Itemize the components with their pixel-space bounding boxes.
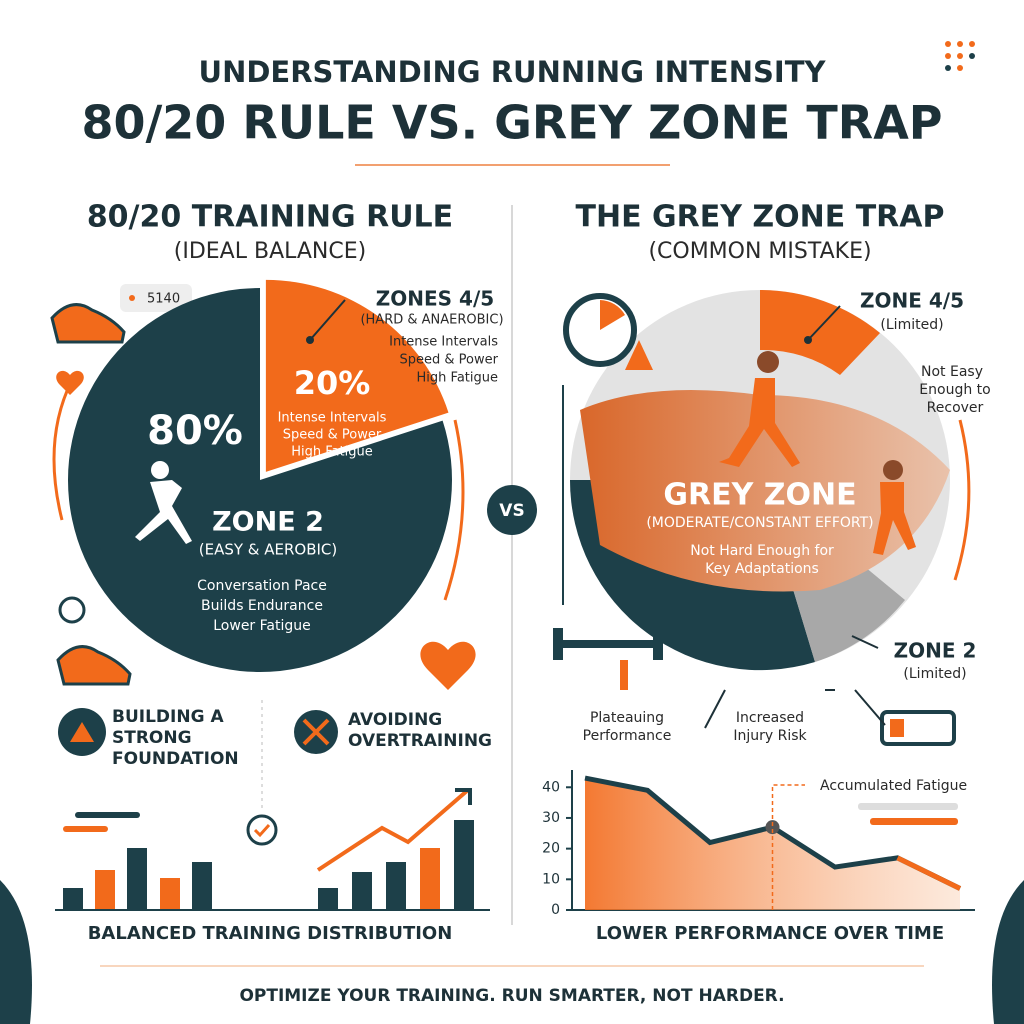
hard-note: High Fatigue <box>417 371 498 386</box>
y-tick-label: 10 <box>542 871 560 887</box>
runner-icon <box>135 461 192 544</box>
leader-line <box>807 305 841 341</box>
effect-text: Injury Risk <box>733 728 807 744</box>
vs-text: VS <box>499 501 524 521</box>
battery-level <box>890 719 904 737</box>
battery-icon <box>880 710 956 746</box>
left-subtitle: (IDEAL BALANCE) <box>174 239 366 264</box>
grey-note: Key Adaptations <box>705 561 819 577</box>
arrow-decoration <box>953 419 971 581</box>
y-tick-label: 30 <box>542 810 560 826</box>
line-chart: 0 10 20 30 40 Accumulated Fatigue <box>542 770 975 918</box>
leader-line <box>851 635 879 649</box>
pie-slice <box>265 279 449 472</box>
stopwatch-fill <box>600 300 625 330</box>
y-tick-label: 40 <box>542 779 560 795</box>
warning-icon <box>625 340 653 370</box>
effect-text: Increased <box>736 710 804 726</box>
grey-zone-circle <box>569 290 950 671</box>
leaf-decoration <box>992 880 1024 1024</box>
zone-sub: (Limited) <box>880 317 943 333</box>
zone-heading: ZONE 2 <box>894 639 977 663</box>
leader-line <box>704 689 726 729</box>
shoe-icon <box>56 645 132 686</box>
hard-inner-note: Intense Intervals <box>278 411 387 426</box>
left-title: 80/20 TRAINING RULE <box>87 200 453 235</box>
left-caption: BALANCED TRAINING DISTRIBUTION <box>88 923 453 944</box>
badge-text: 5140 <box>147 292 180 307</box>
grey-heading: GREY ZONE <box>663 478 856 513</box>
easy-note: Builds Endurance <box>201 598 323 614</box>
zone-sub: (Limited) <box>903 666 966 682</box>
tired-runner-icon <box>873 460 916 555</box>
annotated-point <box>765 820 780 835</box>
line-tail <box>896 855 962 891</box>
effect-text: Plateauing <box>590 710 664 726</box>
y-tick-label: 0 <box>551 902 560 918</box>
foundation-icon-shape <box>70 722 94 742</box>
dots-decoration <box>945 41 975 71</box>
right-subtitle: (COMMON MISTAKE) <box>648 239 871 264</box>
benefit-text: AVOIDING <box>348 710 442 730</box>
pie-chart <box>67 279 452 672</box>
kicker: UNDERSTANDING RUNNING INTENSITY <box>199 55 827 89</box>
hard-percent: 20% <box>294 364 371 402</box>
hard-note: Intense Intervals <box>389 335 498 350</box>
grey-sub: (MODERATE/CONSTANT EFFORT) <box>646 515 873 531</box>
shoe-icon <box>50 303 126 344</box>
main-title: 80/20 RULE VS. GREY ZONE TRAP <box>81 96 942 150</box>
hard-note: Speed & Power <box>400 353 499 368</box>
hard-heading: ZONES 4/5 <box>376 287 494 311</box>
vs-badge <box>487 485 537 535</box>
pie-slice <box>67 288 452 672</box>
easy-percent: 80% <box>147 408 243 454</box>
easy-sub: (EASY & AEROBIC) <box>199 541 338 559</box>
zone-note: Recover <box>927 400 984 416</box>
right-title: THE GREY ZONE TRAP <box>576 200 945 235</box>
hard-inner-note: Speed & Power <box>283 428 382 443</box>
check-icon <box>246 814 278 846</box>
easy-note: Conversation Pace <box>197 578 327 594</box>
easy-note: Lower Fatigue <box>213 618 311 634</box>
weightlifter-icon <box>553 628 663 690</box>
zone-heading: ZONE 4/5 <box>860 289 964 313</box>
benefit-text: STRONG <box>112 728 192 748</box>
easy-heading: ZONE 2 <box>212 507 324 538</box>
benefit-text: BUILDING A <box>112 707 224 727</box>
hard-sub: (HARD & ANAEROBIC) <box>360 313 503 328</box>
grey-note: Not Hard Enough for <box>690 543 834 559</box>
badge-dot <box>129 295 135 301</box>
right-caption: LOWER PERFORMANCE OVER TIME <box>596 923 944 944</box>
stopwatch-icon <box>58 596 86 624</box>
legend-bar <box>870 818 958 825</box>
benefit-text: OVERTRAINING <box>348 731 492 751</box>
leader-dot <box>306 336 314 344</box>
leaf-decoration <box>0 880 32 1024</box>
check-icon-mark <box>253 823 271 838</box>
bar-graphic <box>55 788 490 911</box>
leader-line <box>825 689 886 726</box>
hard-inner-note: High Fatigue <box>291 445 372 460</box>
leader-dot <box>804 336 812 344</box>
y-tick-label: 20 <box>542 841 560 857</box>
heart-icon <box>420 641 476 690</box>
badge <box>120 284 192 312</box>
annotation: Accumulated Fatigue <box>820 778 967 794</box>
effect-text: Performance <box>583 728 672 744</box>
zone-note: Enough to <box>919 382 990 398</box>
footer: OPTIMIZE YOUR TRAINING. RUN SMARTER, NOT… <box>239 986 784 1006</box>
arrow-decoration <box>52 379 74 521</box>
benefit-text: FOUNDATION <box>112 749 239 769</box>
runner-icon <box>719 351 800 467</box>
arrow-decoration <box>443 419 465 601</box>
legend-bar <box>858 803 958 810</box>
overtraining-icon-cross <box>302 718 330 746</box>
zone-note: Not Easy <box>921 364 983 380</box>
leader-line <box>309 299 346 341</box>
